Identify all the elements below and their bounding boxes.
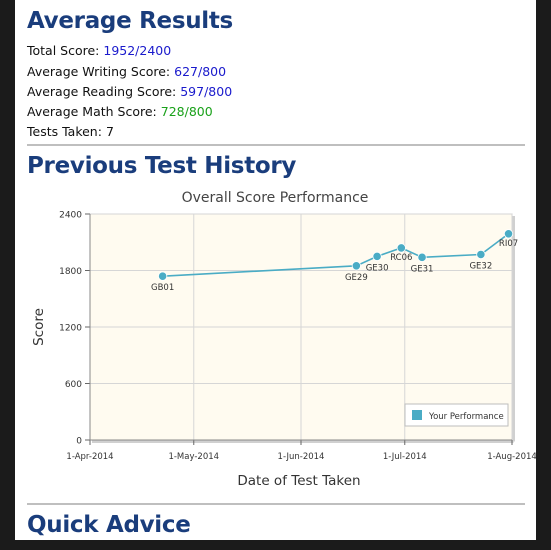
data-point-label: RI07 <box>499 239 518 249</box>
y-tick-label: 1800 <box>59 267 82 277</box>
data-point-label: GE30 <box>366 263 389 273</box>
test-history-heading: Previous Test History <box>27 153 297 179</box>
results-panel: Average Results Total Score: 1952/2400 A… <box>15 0 536 540</box>
score-performance-chart: Overall Score Performance 0 600 1200 1800 24… <box>31 190 536 489</box>
tests-taken-label: Tests Taken: <box>27 124 102 139</box>
reading-score-label: Average Reading Score: <box>27 84 177 99</box>
total-score-row: Total Score: 1952/2400 <box>27 43 171 58</box>
x-tick-label: 1-Jun-2014 <box>278 452 325 462</box>
y-tick-label: 2400 <box>59 211 82 221</box>
section-divider-2 <box>27 503 525 505</box>
data-point[interactable] <box>396 243 406 253</box>
data-point[interactable] <box>158 271 168 281</box>
x-tick-label: 1-May-2014 <box>168 452 219 462</box>
writing-score-label: Average Writing Score: <box>27 64 171 79</box>
total-score-label: Total Score: <box>27 43 100 58</box>
chart-title: Overall Score Performance <box>182 190 369 206</box>
y-tick-label: 1200 <box>59 324 82 334</box>
tests-taken-row: Tests Taken: 7 <box>27 124 114 139</box>
data-point-label: GE29 <box>345 273 368 283</box>
legend-swatch <box>412 410 422 420</box>
legend-box <box>404 403 509 427</box>
writing-score-value: 627/800 <box>174 64 227 79</box>
math-score-row: Average Math Score: 728/800 <box>27 104 213 119</box>
x-axis-label: Date of Test Taken <box>237 473 360 489</box>
math-score-label: Average Math Score: <box>27 104 157 119</box>
y-axis-label: Score <box>31 308 47 346</box>
math-score-value: 728/800 <box>160 104 213 119</box>
data-point[interactable] <box>417 252 427 262</box>
total-score-value: 1952/2400 <box>103 43 172 58</box>
writing-score-row: Average Writing Score: 627/800 <box>27 64 226 79</box>
reading-score-value: 597/800 <box>180 84 233 99</box>
average-results-heading: Average Results <box>27 8 233 34</box>
data-point-label: RC06 <box>390 253 412 263</box>
data-point[interactable] <box>351 261 361 271</box>
data-point-label: GB01 <box>151 283 174 293</box>
section-divider <box>27 144 525 146</box>
x-tick-label: 1-Jul-2014 <box>383 452 427 462</box>
data-point-label: GE32 <box>469 261 492 271</box>
data-point[interactable] <box>503 229 514 239</box>
x-tick-label: 1-Apr-2014 <box>66 452 113 462</box>
quick-advice-heading: Quick Advice <box>27 512 191 538</box>
data-point[interactable] <box>476 249 486 260</box>
x-tick-label: 1-Aug-2014 <box>487 452 536 462</box>
y-tick-label: 600 <box>65 380 82 390</box>
data-point-label: GE31 <box>411 264 434 274</box>
legend-label: Your Performance <box>428 412 504 422</box>
reading-score-row: Average Reading Score: 597/800 <box>27 84 232 99</box>
data-point[interactable] <box>372 251 382 261</box>
tests-taken-value: 7 <box>105 124 114 139</box>
y-tick-label: 0 <box>76 437 82 447</box>
